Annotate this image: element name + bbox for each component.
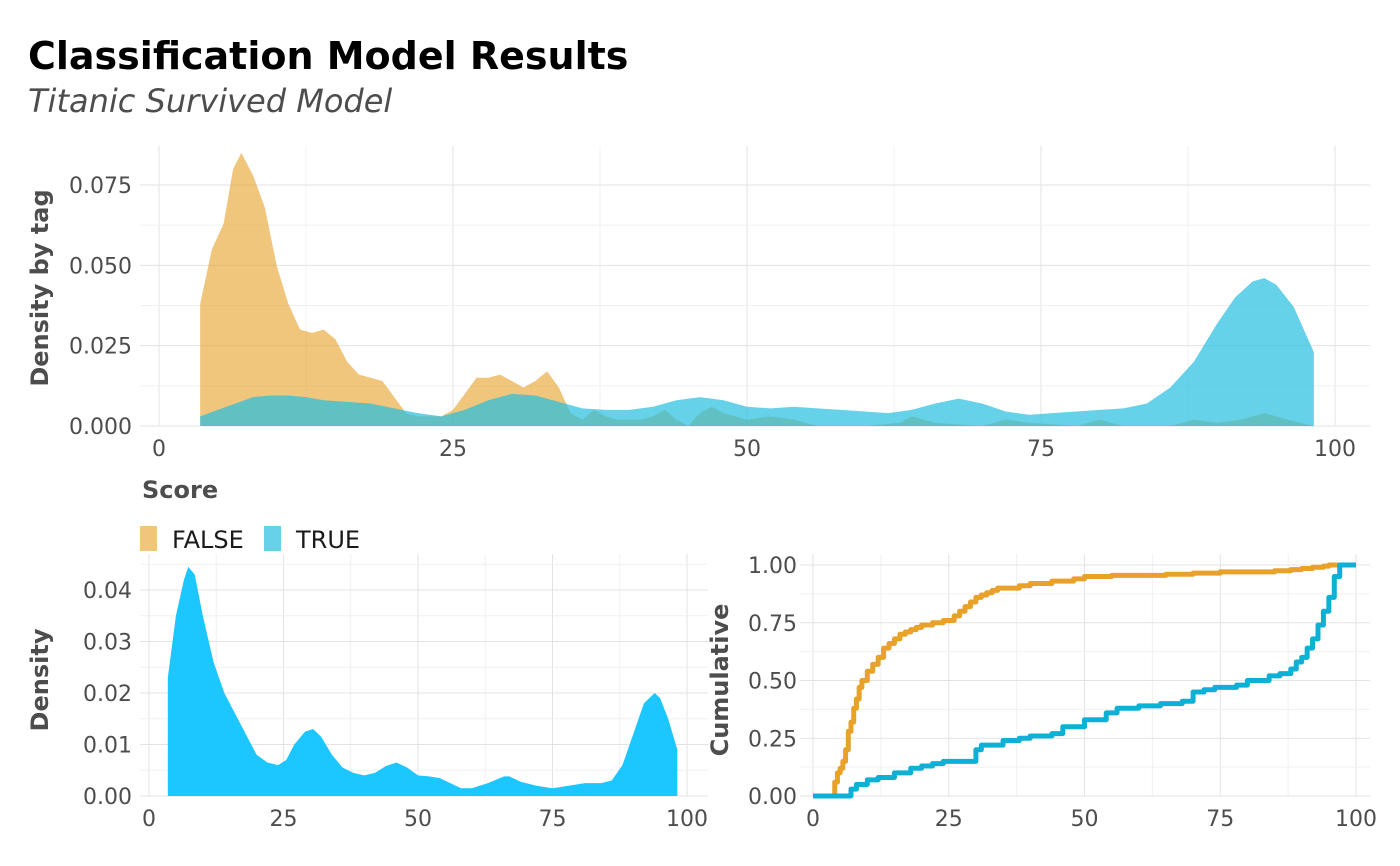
score-panel: 0 25 50 75 100 0.000 0.025 0.050 0.075 Score Densi… xyxy=(26,146,1370,554)
density-x-tick-label: 0 xyxy=(142,807,156,832)
cumulative-y-tick-label: 0.75 xyxy=(748,612,797,637)
score-x-tick-label: 25 xyxy=(439,437,467,462)
density-x-tick-label: 100 xyxy=(666,807,708,832)
legend-label-false: FALSE xyxy=(172,526,244,554)
density-panel: 0 25 50 75 100 0.00 0.01 0.02 0.03 0.04 Density xyxy=(26,554,708,832)
density-area-true xyxy=(200,278,1314,426)
cumulative-line-false xyxy=(813,562,1356,799)
chart-subtitle: Titanic Survived Model xyxy=(28,82,393,120)
score-y-tick-label: 0.050 xyxy=(69,254,132,279)
cumulative-y-tick-label: 0.50 xyxy=(748,670,797,695)
density-area-false xyxy=(200,152,1314,426)
cumulative-y-axis-label: Cumulative xyxy=(706,604,734,757)
density-y-axis-label: Density xyxy=(26,628,54,731)
cumulative-y-tick-label: 1.00 xyxy=(748,554,797,579)
score-y-tick-label: 0.000 xyxy=(69,415,132,440)
score-y-tick-label: 0.025 xyxy=(69,335,132,360)
cumulative-x-tick-label: 75 xyxy=(1206,807,1234,832)
cumulative-x-tick-label: 25 xyxy=(935,807,963,832)
cumulative-panel: 0 25 50 75 100 0.00 0.25 0.50 0.75 1.00 Cumulative xyxy=(706,554,1377,832)
density-x-tick-label: 25 xyxy=(270,807,298,832)
density-x-tick-label: 50 xyxy=(404,807,432,832)
cumulative-x-tick-label: 100 xyxy=(1335,807,1377,832)
score-x-tick-label: 75 xyxy=(1027,437,1055,462)
x-axis-label: Score xyxy=(142,476,218,504)
density-x-tick-label: 75 xyxy=(539,807,567,832)
cumulative-x-tick-label: 0 xyxy=(806,807,820,832)
overall-density-area xyxy=(167,566,678,796)
score-y-tick-label: 0.075 xyxy=(69,174,132,199)
legend-swatch-true xyxy=(264,526,281,551)
y-axis-label: Density by tag xyxy=(26,189,54,386)
cumulative-y-tick-label: 0.00 xyxy=(748,785,797,810)
score-x-tick-label: 100 xyxy=(1314,437,1356,462)
legend: FALSE TRUE xyxy=(140,526,360,554)
cumulative-x-tick-label: 50 xyxy=(1071,807,1099,832)
score-x-tick-label: 0 xyxy=(152,437,166,462)
density-y-tick-label: 0.03 xyxy=(83,631,132,656)
cumulative-line-true xyxy=(813,562,1356,799)
score-x-tick-label: 50 xyxy=(733,437,761,462)
density-y-tick-label: 0.04 xyxy=(83,579,132,604)
density-y-tick-label: 0.02 xyxy=(83,682,132,707)
legend-swatch-false xyxy=(140,526,157,551)
legend-label-true: TRUE xyxy=(295,526,360,554)
density-y-tick-label: 0.00 xyxy=(83,785,132,810)
cumulative-y-tick-label: 0.25 xyxy=(748,727,797,752)
chart-title: Classification Model Results xyxy=(28,34,629,78)
density-y-tick-label: 0.01 xyxy=(83,734,132,759)
